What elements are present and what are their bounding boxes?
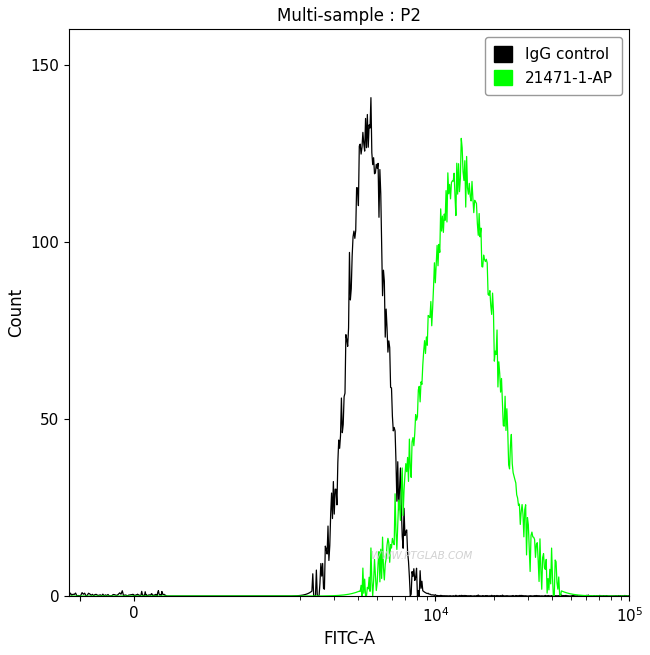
IgG control [65,591,73,599]
21471-1-AP [528,528,536,536]
IgG control [203,592,211,600]
Line: 21471-1-AP: 21471-1-AP [69,138,629,596]
21471-1-AP [203,592,211,600]
IgG control [310,592,318,600]
IgG control [367,94,375,102]
21471-1-AP [620,592,628,600]
X-axis label: FITC-A: FITC-A [323,630,375,648]
21471-1-AP [65,592,73,600]
IgG control [151,592,159,600]
IgG control [400,504,408,512]
Text: WWW.PTGLAB.COM: WWW.PTGLAB.COM [371,552,473,561]
Y-axis label: Count: Count [7,288,25,337]
21471-1-AP [398,464,406,472]
Line: IgG control: IgG control [69,98,629,596]
21471-1-AP [151,592,159,600]
21471-1-AP [458,134,465,142]
IgG control [621,591,629,599]
21471-1-AP [625,592,633,600]
Legend: IgG control, 21471-1-AP: IgG control, 21471-1-AP [485,37,622,95]
IgG control [625,592,633,600]
Title: Multi-sample : P2: Multi-sample : P2 [278,7,421,25]
IgG control [529,592,537,600]
IgG control [482,591,490,599]
21471-1-AP [482,257,489,265]
